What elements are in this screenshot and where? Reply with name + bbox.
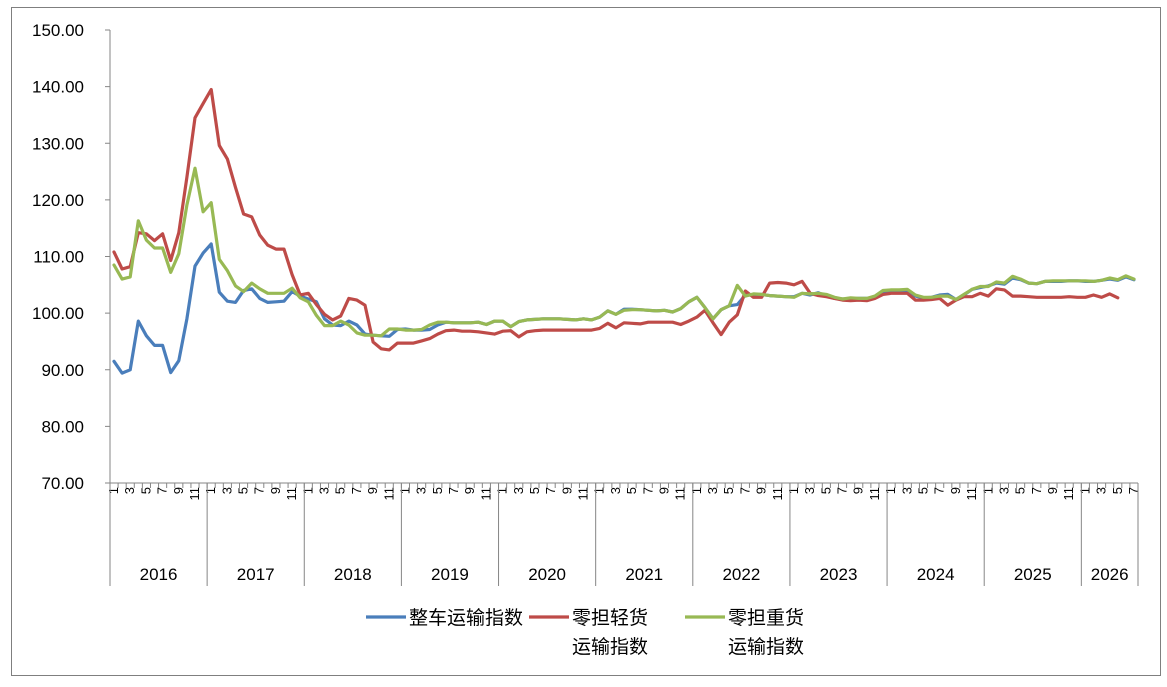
x-month-label: 3 xyxy=(511,487,526,494)
series-line-3 xyxy=(112,166,1136,338)
x-month-label: 9 xyxy=(365,487,380,494)
x-month-label: 7 xyxy=(349,487,364,494)
x-month-label: 11 xyxy=(187,487,202,501)
x-month-label: 1 xyxy=(980,487,995,494)
y-tick-label: 120.00 xyxy=(32,191,84,210)
x-month-label: 5 xyxy=(236,487,251,494)
series-line-2 xyxy=(112,87,1120,352)
y-tick-label: 80.00 xyxy=(41,417,84,436)
x-month-label: 5 xyxy=(721,487,736,494)
y-axis-ticks: 70.00 80.00 90.00 100.00 110.00 120.00 130.00 1… xyxy=(32,21,110,493)
x-month-label: 9 xyxy=(851,487,866,494)
x-month-label: 9 xyxy=(1045,487,1060,494)
x-month-label: 9 xyxy=(948,487,963,494)
legend: 整车运输指数 零担轻货运输指数 零担重货运输指数 xyxy=(366,607,804,658)
y-tick-label: 110.00 xyxy=(33,248,84,267)
y-tick-label: 150.00 xyxy=(32,21,84,40)
x-month-label: 1 xyxy=(495,487,510,494)
axes xyxy=(109,30,1138,484)
x-month-label: 9 xyxy=(462,487,477,494)
x-month-label: 11 xyxy=(964,487,979,501)
year-label: 2017 xyxy=(237,565,275,584)
year-label: 2025 xyxy=(1014,565,1052,584)
year-label: 2023 xyxy=(820,565,858,584)
x-month-label: 7 xyxy=(446,487,461,494)
x-month-label: 7 xyxy=(932,487,947,494)
x-month-label: 3 xyxy=(705,487,720,494)
x-month-label: 9 xyxy=(171,487,186,494)
x-month-label: 5 xyxy=(333,487,348,494)
x-month-label: 7 xyxy=(1029,487,1044,494)
year-label: 2019 xyxy=(431,565,469,584)
x-month-label: 11 xyxy=(770,487,785,501)
x-month-label: 9 xyxy=(268,487,283,494)
x-month-label: 3 xyxy=(122,487,137,494)
y-tick-label: 140.00 xyxy=(32,78,84,97)
x-month-label: 11 xyxy=(381,487,396,501)
x-month-label: 1 xyxy=(203,487,218,494)
x-month-label: 7 xyxy=(835,487,850,494)
x-month-label: 3 xyxy=(802,487,817,494)
x-month-label: 1 xyxy=(786,487,801,494)
legend-label-1: 整车运输指数 xyxy=(409,607,523,629)
x-month-label: 3 xyxy=(1094,487,1109,494)
year-label: 2018 xyxy=(334,565,372,584)
x-month-label: 11 xyxy=(284,487,299,501)
x-month-label: 5 xyxy=(1013,487,1028,494)
series-line-1 xyxy=(112,242,1136,375)
x-month-label: 9 xyxy=(559,487,574,494)
x-month-label: 3 xyxy=(414,487,429,494)
x-month-label: 11 xyxy=(867,487,882,501)
year-label: 2020 xyxy=(528,565,566,584)
y-tick-label: 90.00 xyxy=(41,361,84,380)
x-month-label: 1 xyxy=(106,487,121,494)
x-month-label: 3 xyxy=(317,487,332,494)
x-month-label: 1 xyxy=(397,487,412,494)
series-lines xyxy=(112,87,1136,375)
x-month-label: 7 xyxy=(252,487,267,494)
x-month-label: 5 xyxy=(138,487,153,494)
x-month-label: 5 xyxy=(1110,487,1125,494)
x-month-label: 9 xyxy=(754,487,769,494)
x-month-label: 5 xyxy=(818,487,833,494)
year-label: 2024 xyxy=(917,565,955,584)
x-month-label: 5 xyxy=(527,487,542,494)
x-month-label: 5 xyxy=(915,487,930,494)
y-tick-label: 100.00 xyxy=(32,304,84,323)
legend-label-3: 零担重货运输指数 xyxy=(728,607,804,658)
x-month-label: 1 xyxy=(883,487,898,494)
year-label: 2021 xyxy=(625,565,663,584)
x-month-label: 3 xyxy=(219,487,234,494)
chart-frame xyxy=(11,7,1161,676)
x-month-label: 5 xyxy=(624,487,639,494)
year-label: 2026 xyxy=(1091,565,1129,584)
x-month-label: 7 xyxy=(155,487,170,494)
x-month-label: 11 xyxy=(478,487,493,501)
x-month-label: 3 xyxy=(899,487,914,494)
x-month-label: 1 xyxy=(689,487,704,494)
x-month-label: 3 xyxy=(996,487,1011,494)
year-label: 2022 xyxy=(722,565,760,584)
x-month-label: 1 xyxy=(592,487,607,494)
x-month-label: 7 xyxy=(737,487,752,494)
x-month-label: 7 xyxy=(1126,487,1141,494)
x-month-label: 9 xyxy=(656,487,671,494)
y-tick-label: 130.00 xyxy=(32,134,84,153)
x-month-label: 11 xyxy=(673,487,688,501)
x-month-label: 7 xyxy=(640,487,655,494)
x-axis-ticks: 1 3 5 7 9 11 1 3 5 7 9 11 1 3 5 7 9 11 1 3 5 7 9 11 1 3 5 7 9 11 1 3 5 7 9… xyxy=(106,483,1141,586)
x-month-label: 3 xyxy=(608,487,623,494)
x-month-label: 11 xyxy=(1061,487,1076,501)
x-month-label: 1 xyxy=(1077,487,1092,494)
legend-label-2: 零担轻货运输指数 xyxy=(572,607,648,658)
x-month-label: 11 xyxy=(576,487,591,501)
x-month-label: 7 xyxy=(543,487,558,494)
x-month-label: 5 xyxy=(430,487,445,494)
y-tick-label: 70.00 xyxy=(41,474,84,493)
x-month-label: 1 xyxy=(300,487,315,494)
year-label: 2016 xyxy=(140,565,178,584)
